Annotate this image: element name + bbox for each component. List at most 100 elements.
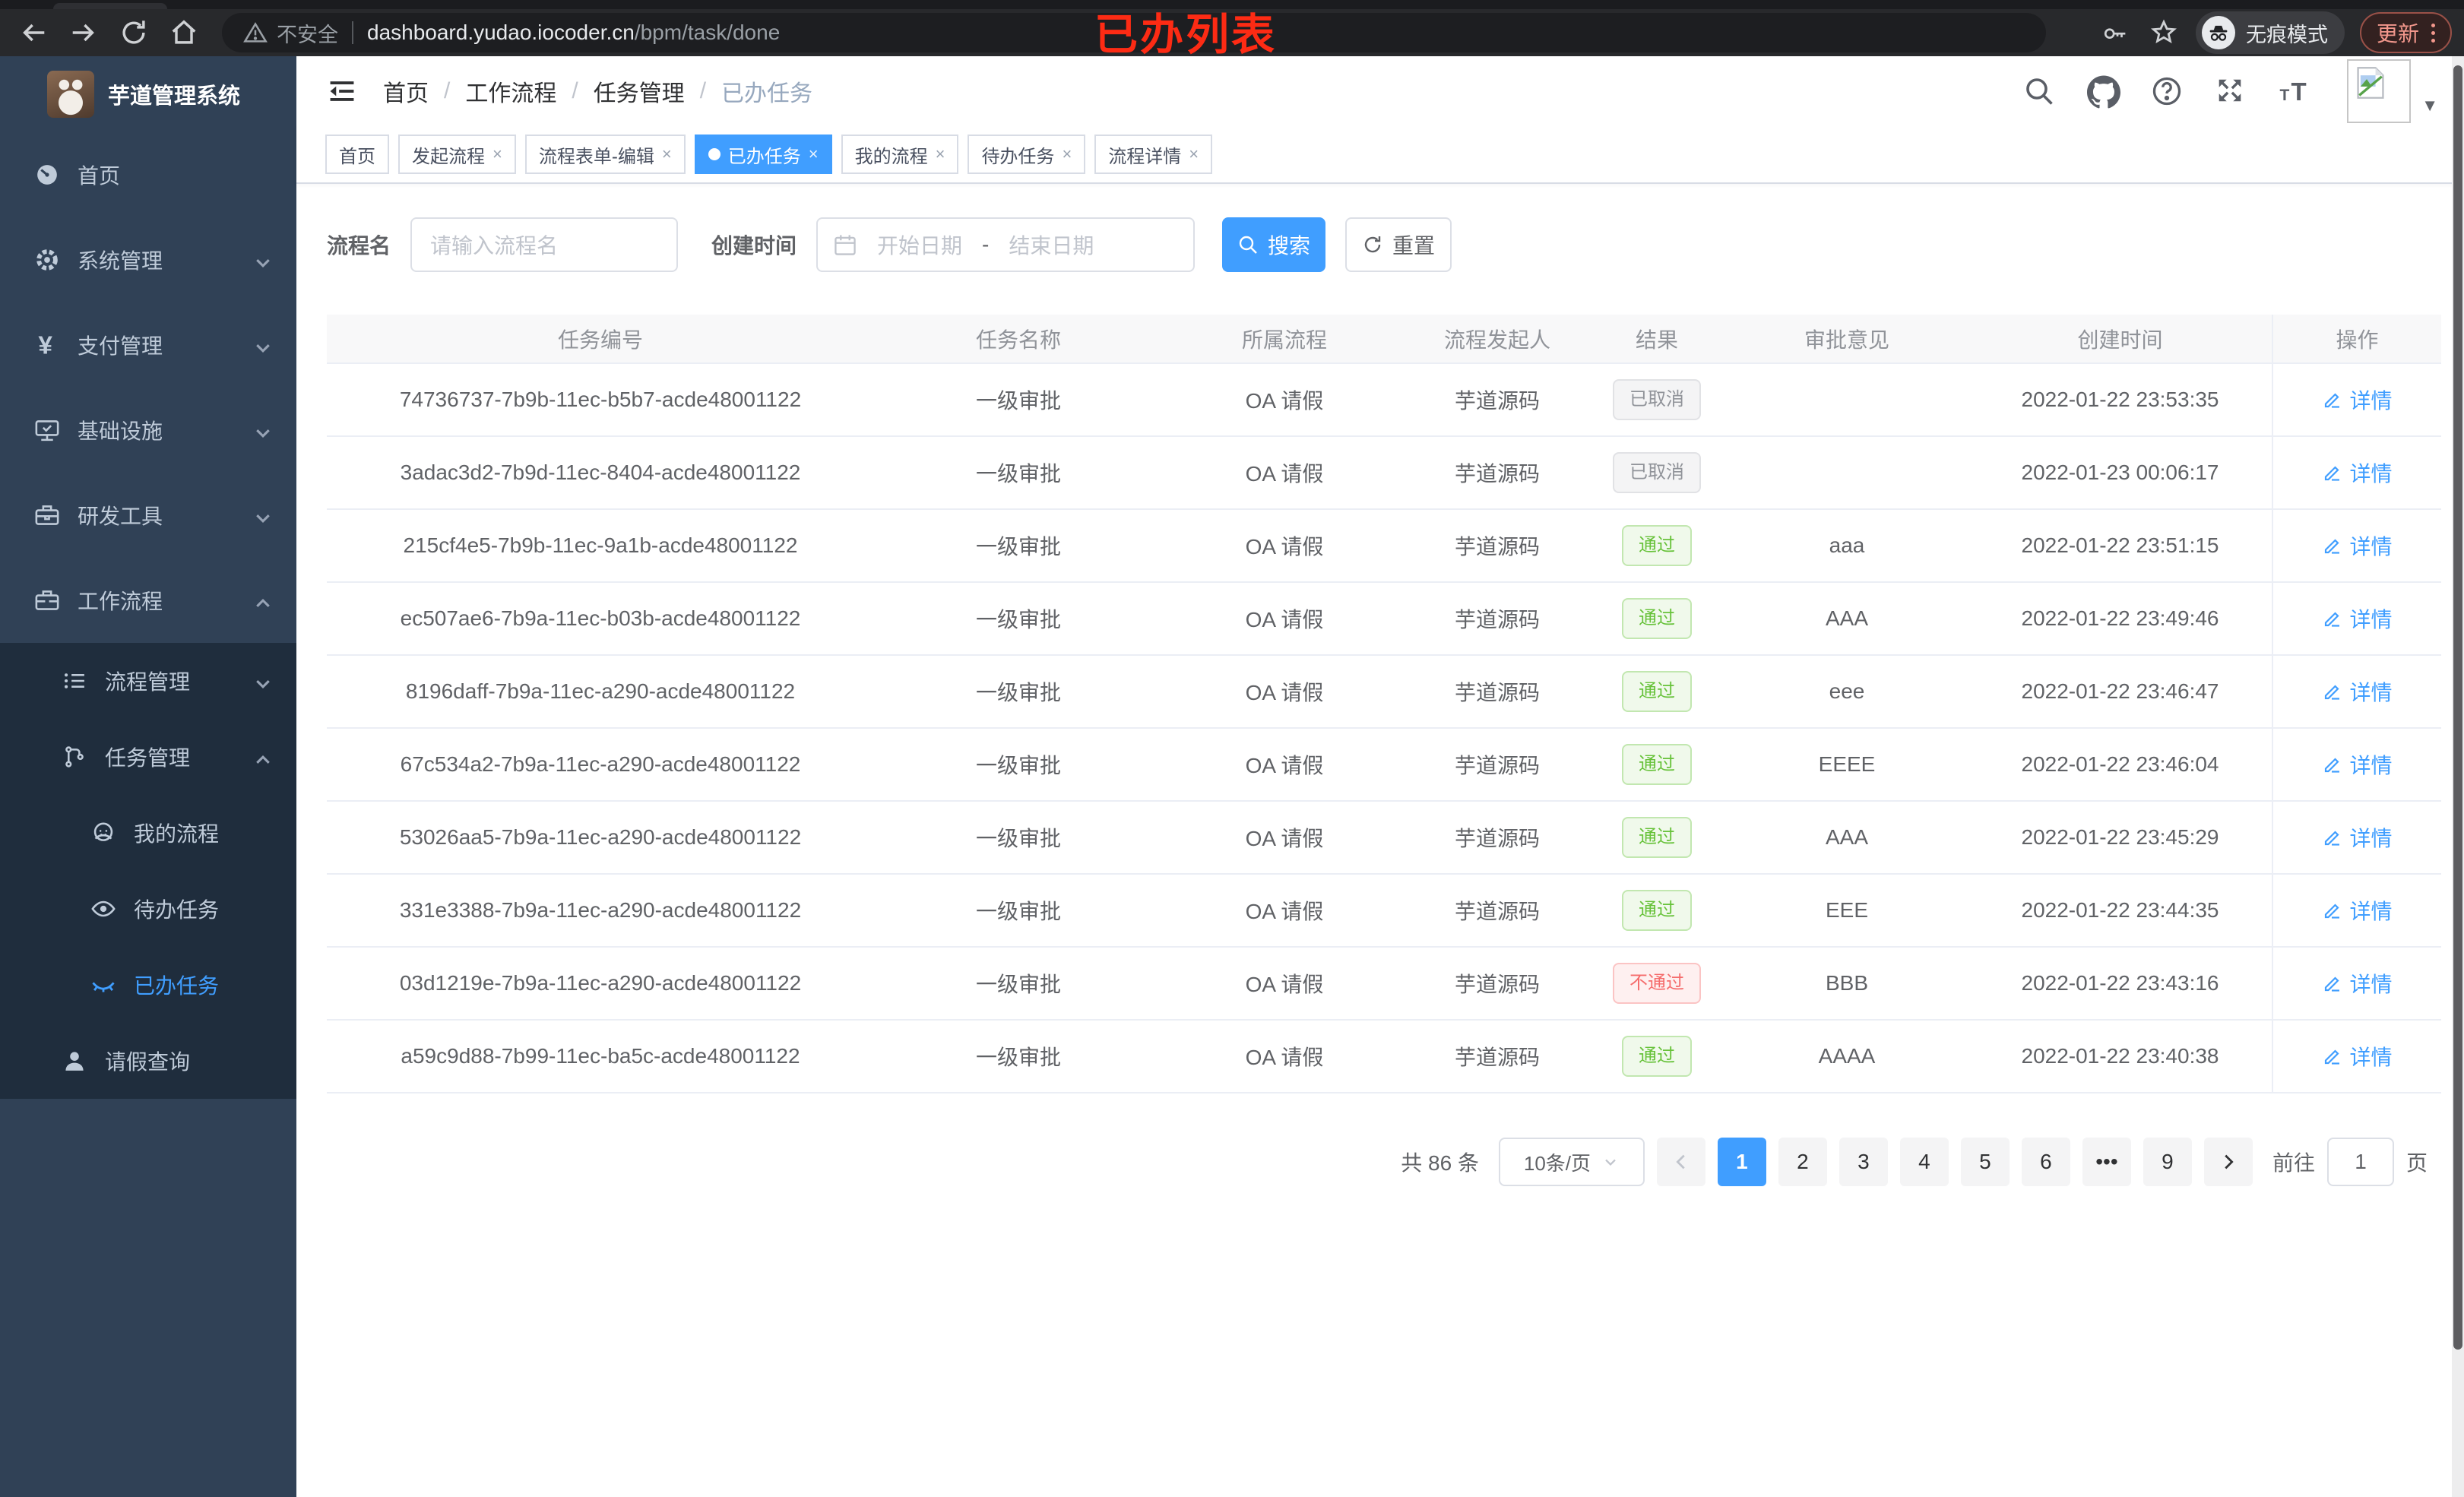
search-button-label: 搜索 [1268,234,1311,258]
tab-close-icon[interactable]: × [808,144,819,163]
tab-close-icon[interactable]: × [1062,144,1072,163]
column-header-审批意见: 审批意见 [1725,315,1968,364]
sidebar-item-工作流程[interactable]: 工作流程 [0,558,296,643]
breadcrumb-item-任务管理[interactable]: 任务管理 [593,81,685,106]
avatar[interactable] [2347,59,2412,123]
table-row: 67c534a2-7b9a-11ec-a290-acde48001122 一级审批… [327,728,2441,802]
breadcrumb-separator: / [444,78,451,103]
browser-update-button[interactable]: 更新 [2359,12,2452,53]
page-button-9[interactable]: 9 [2143,1138,2192,1186]
avatar-caret-icon[interactable]: ▼ [2421,96,2438,115]
chevron-down-icon [249,334,271,356]
breadcrumb-item-工作流程[interactable]: 工作流程 [465,81,557,106]
detail-link[interactable]: 详情 [2322,968,2393,999]
chevron-down-icon [249,670,271,692]
tab-已办任务[interactable]: 已办任务 × [694,135,832,174]
tab-close-icon[interactable]: × [935,144,945,163]
tab-待办任务[interactable]: 待办任务 × [968,135,1086,174]
sidebar-item-已办任务[interactable]: 已办任务 [0,947,296,1023]
date-range-picker[interactable]: 开始日期 - 结束日期 [816,217,1196,272]
help-icon[interactable] [2151,75,2183,107]
sidebar-item-研发工具[interactable]: 研发工具 [0,473,296,558]
not-secure-warning-icon [243,22,268,43]
detail-link[interactable]: 详情 [2322,1041,2393,1071]
browser-tab[interactable] [53,3,167,9]
app-logo[interactable]: 芋道管理系统 [0,56,296,132]
page-button-5[interactable]: 5 [1960,1138,2010,1186]
tab-close-icon[interactable]: × [1189,144,1199,163]
detail-link[interactable]: 详情 [2322,676,2393,707]
sidebar-item-待办任务[interactable]: 待办任务 [0,871,296,947]
tab-发起流程[interactable]: 发起流程 × [398,135,516,174]
tab-流程表单-编辑[interactable]: 流程表单-编辑 × [524,135,686,174]
cell-result: 已取消 [1588,363,1725,437]
page-size-select[interactable]: 10条/页 [1498,1138,1645,1186]
search-button-icon [1237,234,1259,255]
detail-link[interactable]: 详情 [2322,457,2393,488]
github-icon[interactable] [2087,75,2121,109]
detail-link[interactable]: 详情 [2322,822,2393,853]
process-name-input[interactable]: 请输入流程名 [410,217,679,272]
chevron-down-icon [249,505,271,526]
detail-link[interactable]: 详情 [2322,385,2393,415]
cell-comment: AAA [1725,582,1968,656]
tab-close-icon[interactable]: × [661,144,672,163]
result-badge: 通过 [1622,598,1692,639]
tab-我的流程[interactable]: 我的流程 × [841,135,959,174]
table-row: 53026aa5-7b9a-11ec-a290-acde48001122 一级审批… [327,801,2441,875]
next-page-button[interactable] [2203,1138,2253,1186]
tab-首页[interactable]: 首页 [325,135,389,174]
browser-home-icon[interactable] [167,16,201,49]
sidebar-fold-icon[interactable] [327,78,357,105]
sidebar-item-我的流程[interactable]: 我的流程 [0,795,296,871]
column-header-任务名称: 任务名称 [874,315,1163,364]
page-unit-label: 页 [2405,1151,2428,1175]
detail-link[interactable]: 详情 [2322,749,2393,780]
page-button-4[interactable]: 4 [1899,1138,1949,1186]
bookmark-star-icon[interactable] [2147,16,2181,49]
sidebar-item-系统管理[interactable]: 系统管理 [0,217,296,302]
goto-page-input[interactable]: 1 [2326,1138,2394,1186]
detail-link[interactable]: 详情 [2322,530,2393,561]
reset-button[interactable]: 重置 [1345,217,1452,272]
sidebar-item-首页[interactable]: 首页 [0,132,296,217]
cell-actions: 详情 [2272,728,2441,802]
browser-back-icon[interactable] [17,16,50,49]
browser-forward-icon[interactable] [67,16,100,49]
sidebar-item-流程管理[interactable]: 流程管理 [0,643,296,719]
tab-close-icon[interactable]: × [492,144,502,163]
table-row: 215cf4e5-7b9b-11ec-9a1b-acde48001122 一级审批… [327,509,2441,583]
sidebar-item-支付管理[interactable]: ¥ 支付管理 [0,302,296,388]
sidebar-item-请假查询[interactable]: 请假查询 [0,1023,296,1099]
breadcrumb-item-首页[interactable]: 首页 [383,81,429,106]
sidebar-item-任务管理[interactable]: 任务管理 [0,719,296,795]
search-icon[interactable] [2023,75,2055,107]
cell-task-name: 一级审批 [874,509,1163,583]
sidebar-item-label: 我的流程 [134,822,220,846]
search-button[interactable]: 搜索 [1222,217,1326,272]
page-button-2[interactable]: 2 [1778,1138,1827,1186]
tab-流程详情[interactable]: 流程详情 × [1094,135,1213,174]
address-bar[interactable]: 不安全 dashboard.yudao.iocoder.cn /bpm/task… [222,13,2046,52]
cell-initiator: 芋道源码 [1406,1020,1588,1093]
page-scrollbar[interactable] [2452,56,2464,1497]
prev-page-button[interactable] [1656,1138,1705,1186]
url-path: /bpm/task/done [634,21,781,44]
annotation-overlay: 已办列表 [1094,11,1277,59]
page-button-1[interactable]: 1 [1717,1138,1766,1186]
detail-link[interactable]: 详情 [2322,895,2393,926]
detail-link[interactable]: 详情 [2322,603,2393,634]
cell-created: 2022-01-22 23:49:46 [1968,582,2272,656]
page-button-3[interactable]: 3 [1838,1138,1888,1186]
fullscreen-icon[interactable] [2215,75,2247,107]
tab-label: 流程详情 [1108,146,1182,167]
more-pages-button[interactable]: ••• [2082,1138,2131,1186]
sidebar-item-基础设施[interactable]: 基础设施 [0,388,296,473]
tab-label: 我的流程 [854,146,928,167]
browser-reload-icon[interactable] [117,16,150,49]
page-button-6[interactable]: 6 [2021,1138,2070,1186]
password-key-icon[interactable] [2098,16,2132,49]
browser-menu-icon[interactable] [2431,23,2435,43]
scrollbar-thumb[interactable] [2453,65,2462,1350]
